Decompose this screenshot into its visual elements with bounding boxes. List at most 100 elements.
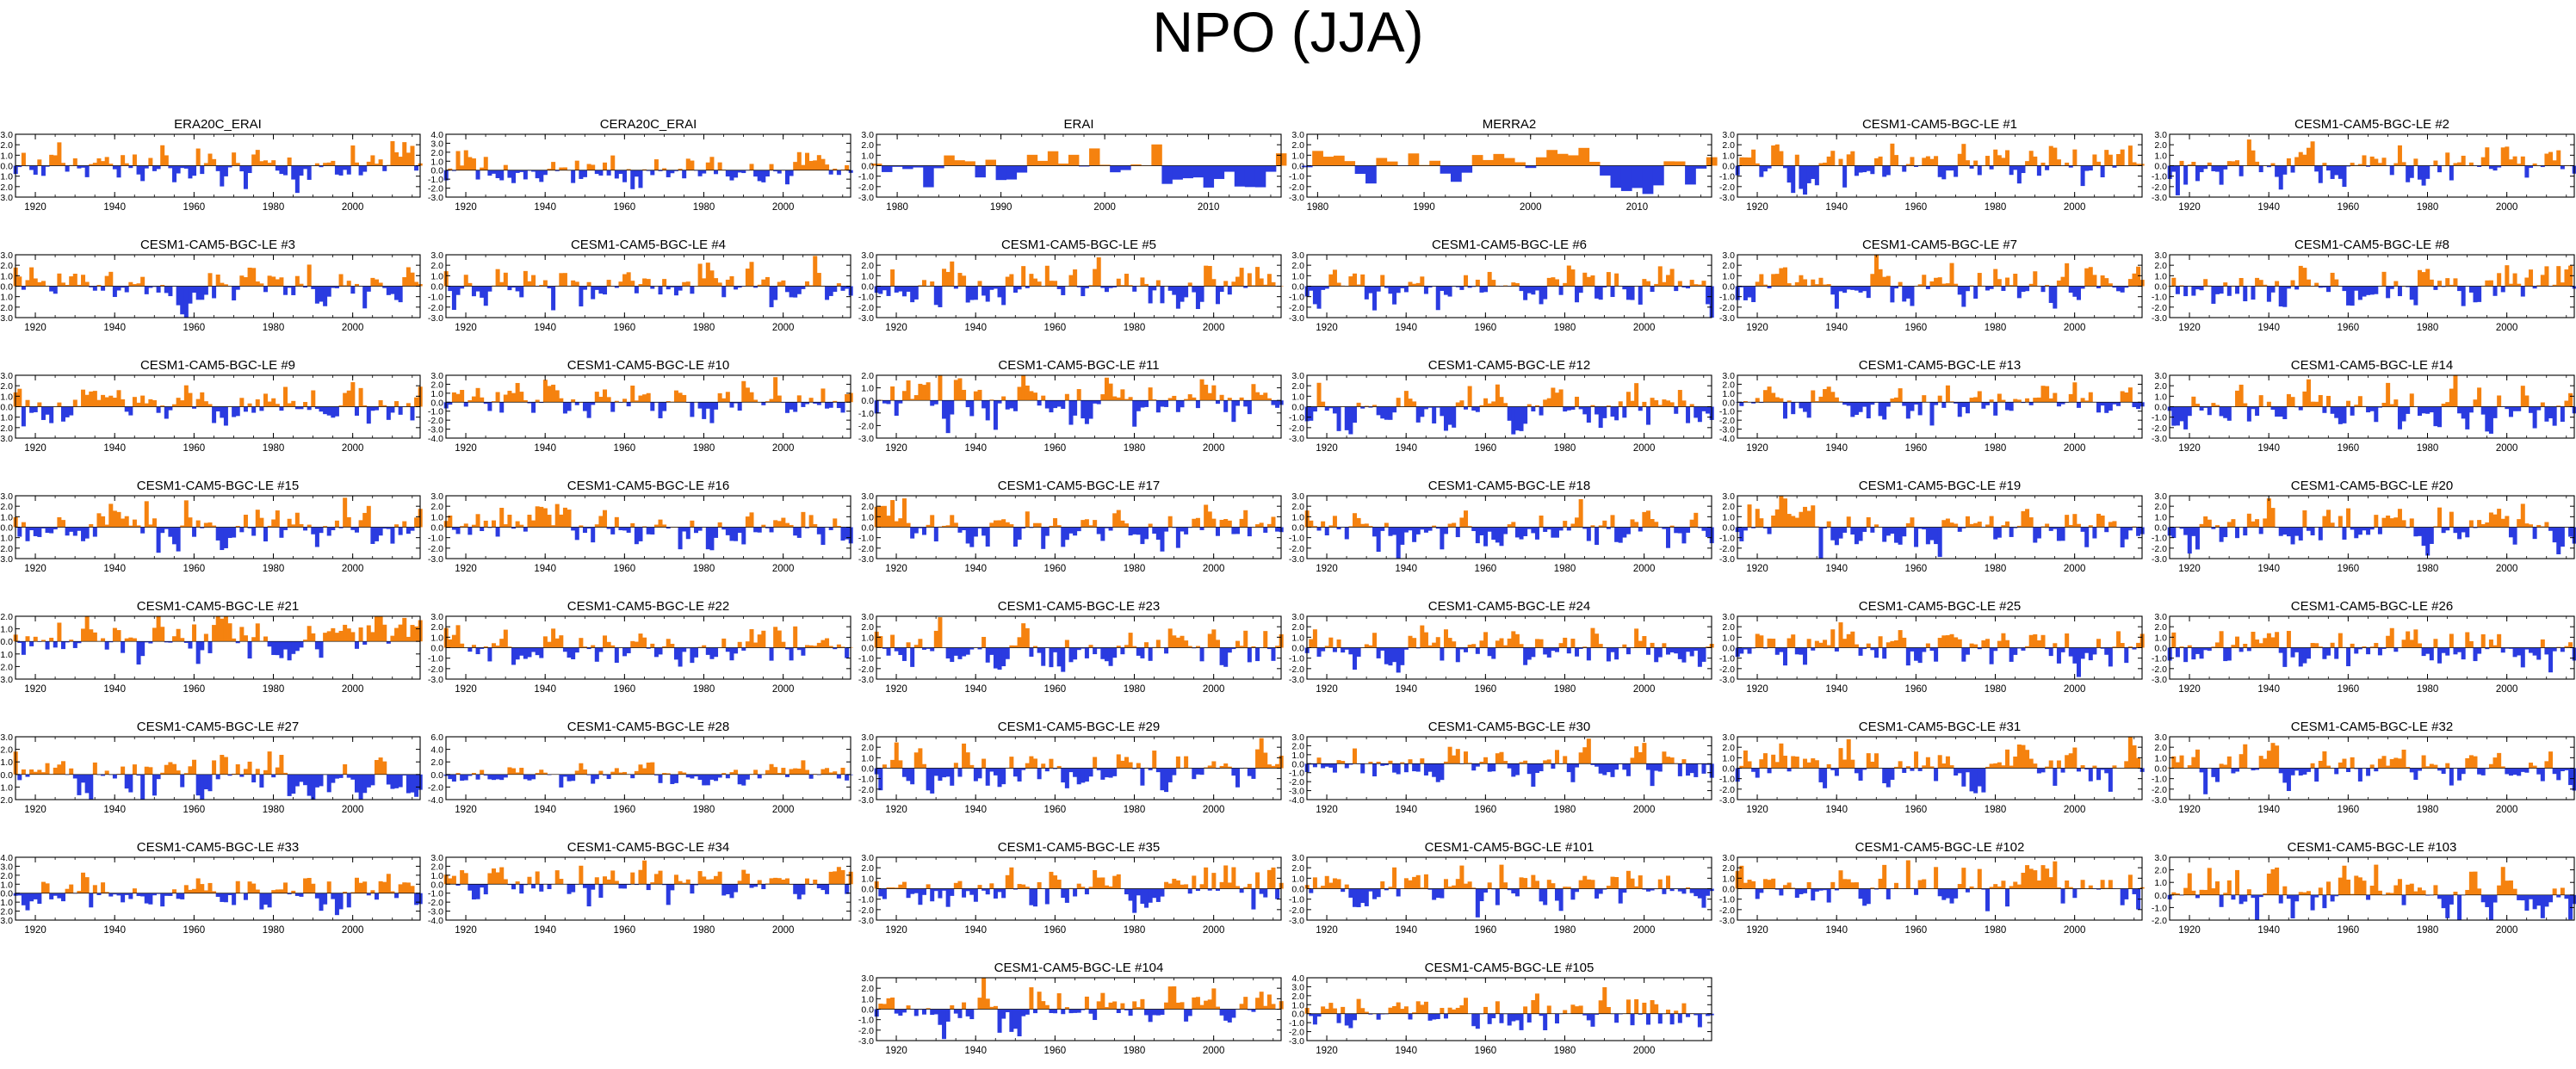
series-area bbox=[92, 286, 97, 291]
series-area bbox=[1124, 274, 1129, 287]
series-area bbox=[1600, 165, 1611, 176]
series-area bbox=[89, 391, 94, 407]
series-area bbox=[148, 158, 153, 166]
series-area bbox=[1415, 647, 1421, 649]
series-area bbox=[2294, 527, 2300, 536]
series-area bbox=[1452, 641, 1457, 648]
series-area bbox=[1354, 165, 1366, 174]
series-area bbox=[1239, 397, 1244, 401]
series-area bbox=[933, 286, 938, 306]
series-area bbox=[734, 286, 739, 290]
series-area bbox=[745, 641, 750, 648]
series-area bbox=[2127, 279, 2133, 287]
series-area bbox=[116, 630, 121, 642]
series-area bbox=[156, 616, 161, 642]
y-tick-label: 3.0 bbox=[861, 130, 874, 140]
series-area bbox=[251, 527, 257, 536]
series-area bbox=[913, 395, 919, 401]
series-area bbox=[2461, 286, 2466, 306]
series-area bbox=[96, 399, 102, 407]
series-area bbox=[491, 520, 496, 528]
series-area bbox=[1037, 281, 1042, 287]
series-area bbox=[2461, 406, 2466, 419]
series-area bbox=[183, 500, 189, 528]
series-area bbox=[1084, 286, 1089, 288]
series-area bbox=[1108, 527, 1113, 531]
series-area bbox=[2362, 286, 2367, 297]
series-area bbox=[1823, 162, 1828, 166]
series-area bbox=[299, 283, 304, 287]
series-area bbox=[2005, 402, 2010, 411]
x-tick-label: 1940 bbox=[534, 564, 556, 574]
x-tick-label: 1920 bbox=[1746, 202, 1768, 213]
series-area bbox=[283, 641, 288, 650]
series-area bbox=[319, 641, 324, 658]
series-area bbox=[1084, 519, 1089, 528]
series-area bbox=[930, 281, 935, 287]
x-tick-label: 1980 bbox=[2417, 202, 2439, 213]
series-area bbox=[212, 525, 217, 528]
series-area bbox=[933, 527, 938, 542]
y-tick-label: 0.0 bbox=[430, 644, 443, 654]
series-area bbox=[2497, 509, 2502, 528]
series-area bbox=[2048, 145, 2053, 166]
series-area bbox=[662, 402, 667, 411]
series-area bbox=[997, 400, 1002, 404]
series-area bbox=[1100, 394, 1105, 401]
series-area bbox=[1309, 520, 1314, 528]
series-area bbox=[913, 165, 924, 168]
series-area bbox=[1514, 633, 1520, 648]
series-area bbox=[1866, 165, 1871, 171]
series-area bbox=[1811, 505, 1816, 528]
series-area bbox=[275, 641, 280, 656]
series-area bbox=[96, 285, 102, 287]
series-area bbox=[1012, 286, 1018, 294]
x-tick-label: 2000 bbox=[342, 443, 364, 454]
y-tick-label: 1.0 bbox=[1291, 151, 1304, 161]
series-area bbox=[1551, 647, 1556, 652]
series-area bbox=[2397, 509, 2402, 528]
series-area bbox=[2393, 281, 2399, 287]
y-tick-label: -2.0 bbox=[1719, 544, 1735, 554]
series-area bbox=[331, 286, 336, 288]
series-area bbox=[503, 524, 508, 528]
series-area bbox=[2540, 402, 2545, 407]
y-tick-label: 3.0 bbox=[430, 250, 443, 261]
series-area bbox=[1598, 286, 1603, 300]
series-area bbox=[997, 286, 1002, 298]
series-area bbox=[2397, 406, 2402, 429]
series-area bbox=[1654, 283, 1659, 287]
y-tick-label: 0.0 bbox=[1291, 162, 1304, 172]
series-area bbox=[176, 165, 181, 174]
series-area bbox=[1806, 165, 1811, 183]
series-area bbox=[77, 165, 82, 169]
series-area bbox=[2544, 406, 2549, 422]
series-area bbox=[1227, 286, 1232, 295]
series-area bbox=[370, 155, 375, 166]
series-area bbox=[2211, 286, 2216, 304]
series-area bbox=[1192, 397, 1197, 401]
series-area bbox=[582, 170, 587, 177]
series-area bbox=[410, 406, 415, 421]
series-area bbox=[239, 627, 245, 642]
y-tick-label: -1.0 bbox=[858, 293, 874, 303]
series-area bbox=[1945, 385, 1950, 403]
series-area bbox=[1779, 151, 1784, 166]
x-tick-label: 1940 bbox=[1825, 443, 1848, 454]
series-area bbox=[1459, 400, 1464, 407]
series-area bbox=[1336, 527, 1341, 530]
series-area bbox=[833, 647, 838, 650]
series-area bbox=[164, 286, 169, 294]
series-area bbox=[121, 286, 126, 288]
series-area bbox=[910, 527, 915, 539]
series-area bbox=[1882, 276, 1887, 287]
y-tick-label: -1.0 bbox=[1289, 413, 1304, 423]
series-area bbox=[382, 527, 387, 529]
series-area bbox=[725, 527, 730, 535]
series-area bbox=[1499, 638, 1504, 648]
series-area bbox=[1049, 525, 1054, 528]
series-area bbox=[2171, 277, 2177, 287]
series-area bbox=[1187, 282, 1192, 287]
series-area bbox=[1148, 286, 1153, 304]
series-area bbox=[1475, 527, 1480, 544]
